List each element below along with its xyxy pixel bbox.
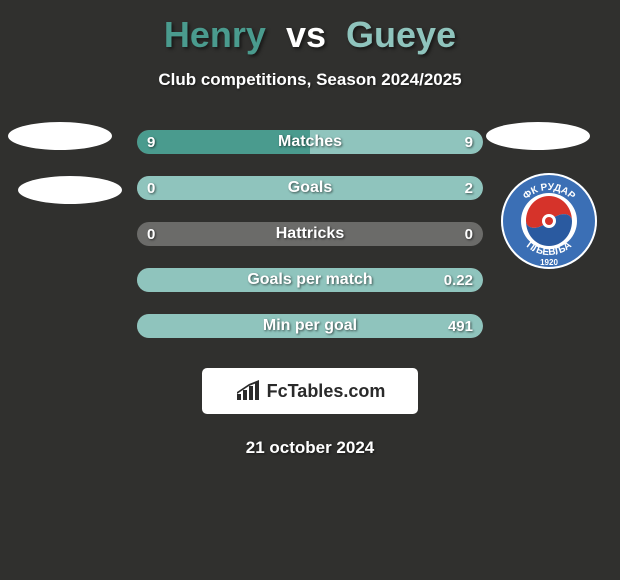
stat-bar-value-right: 0.22 [444, 268, 473, 292]
stat-bar-value-left: 9 [147, 130, 155, 154]
title-vs: vs [286, 14, 326, 55]
stat-bar-label: Hattricks [137, 222, 483, 246]
stat-bar-row: Matches9 9 [137, 130, 483, 154]
title-player2: Gueye [346, 14, 456, 55]
club-badge: ФК РУДАР ПЉЕВЉА 1920 [500, 172, 598, 270]
stat-bar-label: Min per goal [137, 314, 483, 338]
stat-bar-row: Min per goal491 [137, 314, 483, 338]
stat-bar-row: Goals0 2 [137, 176, 483, 200]
date: 21 october 2024 [0, 438, 620, 458]
stat-bar-value-right: 491 [448, 314, 473, 338]
deco-ellipse-left-2 [18, 176, 122, 204]
stat-bar-label: Goals [137, 176, 483, 200]
title-player1: Henry [164, 14, 266, 55]
stat-bar-value-right: 2 [465, 176, 473, 200]
deco-ellipse-right-1 [486, 122, 590, 150]
brand-box[interactable]: FcTables.com [202, 368, 418, 414]
stat-bar-value-right: 9 [465, 130, 473, 154]
stat-bar-value-left: 0 [147, 222, 155, 246]
stat-bar-row: Hattricks0 0 [137, 222, 483, 246]
club-badge-icon: ФК РУДАР ПЉЕВЉА 1920 [500, 172, 598, 270]
brand-text: FcTables.com [267, 381, 386, 402]
subtitle: Club competitions, Season 2024/2025 [0, 70, 620, 90]
stat-bar-value-left: 0 [147, 176, 155, 200]
page-title: Henry vs Gueye [0, 0, 620, 56]
stat-bar-value-right: 0 [465, 222, 473, 246]
brand-chart-icon [235, 380, 261, 402]
stat-bar-label: Goals per match [137, 268, 483, 292]
deco-ellipse-left-1 [8, 122, 112, 150]
stat-bar-label: Matches [137, 130, 483, 154]
svg-text:1920: 1920 [540, 258, 558, 267]
stat-bar-row: Goals per match0.22 [137, 268, 483, 292]
